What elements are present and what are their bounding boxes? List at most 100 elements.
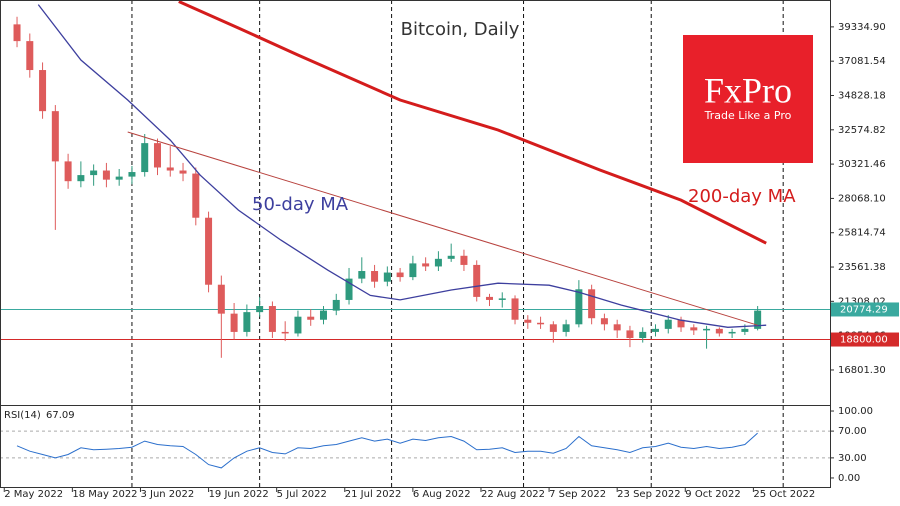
candle-body xyxy=(562,324,570,332)
candle-body xyxy=(651,328,659,332)
candle-body xyxy=(447,255,455,259)
candle-body xyxy=(588,289,596,319)
candle-body xyxy=(13,24,21,42)
plot-layer xyxy=(0,0,830,469)
candle-body xyxy=(549,324,557,332)
x-tick-label: 18 May 2022 xyxy=(72,489,137,500)
x-tick-label: 22 Aug 2022 xyxy=(481,489,545,500)
candle-body xyxy=(473,264,481,297)
candle-body xyxy=(575,289,583,325)
level-label-box xyxy=(831,302,899,317)
x-tick-label: 23 Sep 2022 xyxy=(617,489,680,500)
logo: FxPro Trade Like a Pro xyxy=(683,35,813,163)
candle-body xyxy=(230,313,238,332)
candle-body xyxy=(90,170,98,176)
y-tick-label: 28068.10 xyxy=(838,193,886,204)
y-tick-label: 16801.30 xyxy=(838,365,886,376)
candle-body xyxy=(754,310,762,329)
overlay-layer: 2 May 2022 18 May 2022 3 Jun 2022 19 Jun 20… xyxy=(3,22,899,500)
y-tick-label: 32574.82 xyxy=(838,125,886,136)
level-label-box xyxy=(831,332,899,347)
logo-tagline: Trade Like a Pro xyxy=(704,109,792,122)
candle-body xyxy=(741,328,749,332)
candle-body xyxy=(332,299,340,311)
candle-body xyxy=(383,272,391,282)
candle-body xyxy=(396,272,404,278)
candle-body xyxy=(434,258,442,267)
candle-body xyxy=(524,319,532,323)
rsi-title: RSI(14) xyxy=(4,410,41,421)
x-tick-label: 21 Jul 2022 xyxy=(345,489,402,500)
candle-body xyxy=(64,161,72,182)
candle-body xyxy=(205,217,213,285)
candle-body xyxy=(345,278,353,300)
candle-body xyxy=(128,172,136,177)
candle-body xyxy=(39,70,47,112)
y-tick-label: 39334.90 xyxy=(838,22,886,33)
candle-body xyxy=(294,316,302,334)
line-series xyxy=(37,4,767,328)
candle-body xyxy=(626,330,634,339)
candle-body xyxy=(115,176,123,180)
candle-body xyxy=(703,328,711,331)
rsi-frame xyxy=(0,405,831,488)
candle-body xyxy=(153,143,161,168)
x-tick-label: 6 Aug 2022 xyxy=(413,489,471,500)
candle-body xyxy=(102,170,110,180)
candle-body xyxy=(77,175,85,182)
candle-body xyxy=(268,306,276,332)
y-tick-label: 23561.38 xyxy=(838,262,886,273)
candle-body xyxy=(307,316,315,320)
rsi-line xyxy=(16,432,758,469)
candle-body xyxy=(422,263,430,267)
y-tick-label: 37081.54 xyxy=(838,56,886,67)
candle-body xyxy=(358,271,366,279)
x-tick-label: 25 Oct 2022 xyxy=(753,489,815,500)
candle-body xyxy=(26,41,34,71)
y-tick-label: 34828.18 xyxy=(838,90,886,101)
candle-body xyxy=(319,310,327,320)
level-label: 20774.29 xyxy=(840,304,888,315)
candle-body xyxy=(690,327,698,331)
candle-body xyxy=(728,331,736,334)
candle-body xyxy=(281,331,289,334)
rsi-value: 67.09 xyxy=(46,410,75,421)
candle-body xyxy=(613,324,621,331)
candle-body xyxy=(166,167,174,171)
candle-body xyxy=(192,173,200,218)
candle-body xyxy=(371,271,379,282)
rsi-y-tick-label: 70.00 xyxy=(838,426,867,437)
candle-body xyxy=(639,331,647,339)
candle-body xyxy=(677,319,685,328)
rsi-y-tick-label: 30.00 xyxy=(838,453,867,464)
chart-title: Bitcoin, Daily xyxy=(401,19,520,40)
rsi-y-tick-label: 0.00 xyxy=(838,473,860,484)
logo-brand: FxPro xyxy=(704,70,792,110)
x-tick-label: 19 Jun 2022 xyxy=(209,489,269,500)
y-tick-label: 30321.46 xyxy=(838,159,886,170)
candle-body xyxy=(498,298,506,300)
rsi-y-tick-label: 100.00 xyxy=(838,406,873,417)
candle-body xyxy=(141,143,149,173)
candle-body xyxy=(179,170,187,174)
line-series xyxy=(178,0,767,245)
y-tick-label: 25814.74 xyxy=(838,228,886,239)
x-tick-label: 5 Jul 2022 xyxy=(277,489,327,500)
candle-body xyxy=(51,111,59,162)
x-tick-label: 3 Jun 2022 xyxy=(140,489,194,500)
candle-body xyxy=(715,328,723,334)
candle-body xyxy=(485,296,493,300)
candle-body xyxy=(600,318,608,325)
x-tick-label: 9 Oct 2022 xyxy=(685,489,740,500)
series-annotation: 50-day MA xyxy=(252,194,349,215)
candle-body xyxy=(537,322,545,325)
candle-body xyxy=(243,312,251,332)
x-tick-label: 2 May 2022 xyxy=(4,489,63,500)
candle-body xyxy=(664,319,672,329)
candle-body xyxy=(217,284,225,314)
line-series xyxy=(127,131,758,326)
series-annotation: 200-day MA xyxy=(688,186,796,207)
candle-body xyxy=(256,306,264,313)
candle-body xyxy=(511,298,519,320)
